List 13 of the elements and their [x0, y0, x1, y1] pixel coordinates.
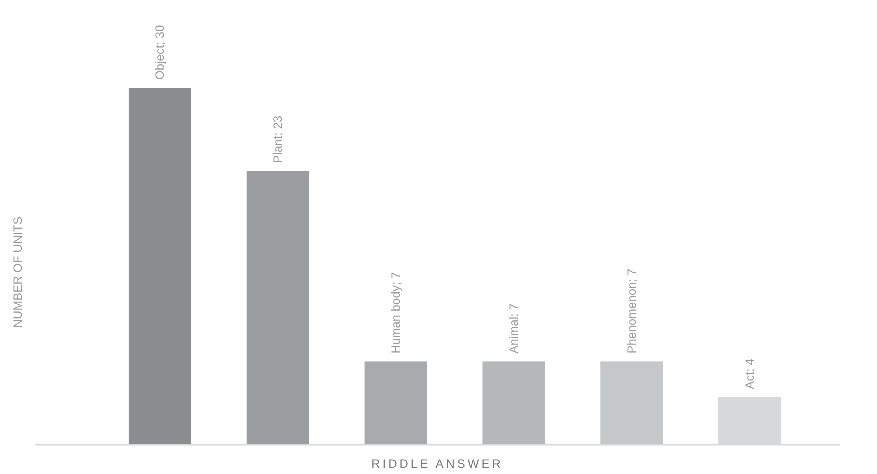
- bar: [364, 362, 428, 445]
- data-label: Act; 4: [742, 358, 757, 390]
- bar: [128, 88, 192, 445]
- data-label: Object; 30: [153, 24, 168, 80]
- data-label: Phenomenon; 7: [624, 268, 639, 354]
- data-label: Human body; 7: [389, 272, 404, 354]
- data-label: Plant; 23: [271, 116, 286, 164]
- bar: [246, 171, 310, 445]
- data-label: Animal; 7: [506, 303, 521, 354]
- y-axis-title: NUMBER OF UNITS: [11, 216, 25, 328]
- bar: [600, 362, 664, 445]
- bar: [482, 362, 546, 445]
- x-axis-title: RIDDLE ANSWER: [372, 457, 504, 471]
